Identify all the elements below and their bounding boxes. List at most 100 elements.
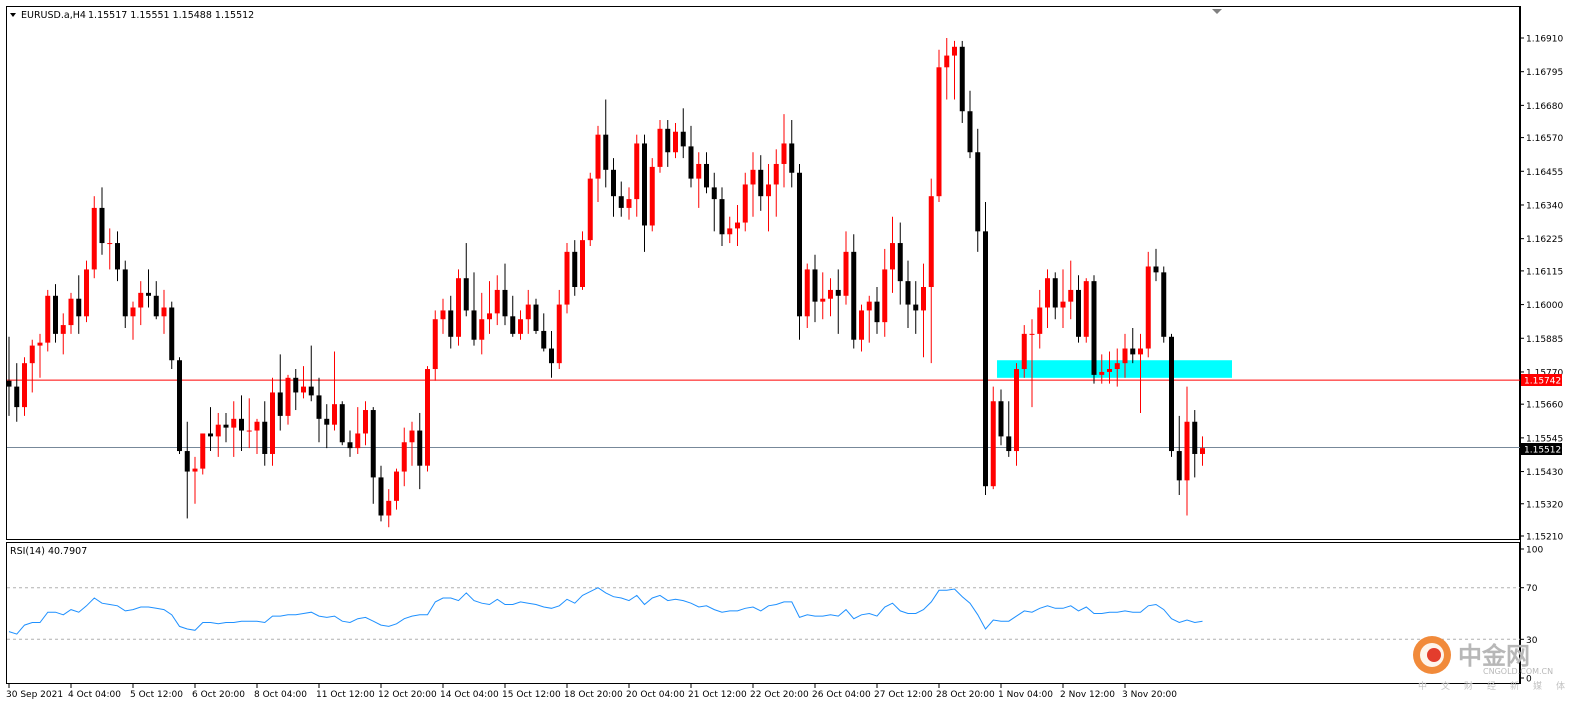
candle[interactable] [432, 310, 438, 381]
candle[interactable] [541, 313, 547, 352]
candle[interactable] [773, 149, 779, 217]
candle[interactable] [378, 465, 384, 522]
candle[interactable] [494, 275, 500, 326]
candle[interactable] [184, 421, 190, 519]
candle[interactable] [1192, 410, 1198, 478]
candle[interactable] [510, 295, 516, 337]
candle[interactable] [533, 298, 539, 334]
candle[interactable] [200, 433, 206, 475]
candle[interactable] [595, 125, 601, 203]
candle[interactable] [1200, 436, 1205, 466]
candle[interactable] [642, 134, 647, 252]
candle[interactable] [611, 158, 616, 217]
candle[interactable] [316, 377, 322, 443]
candle[interactable] [828, 278, 833, 317]
candle[interactable] [1076, 275, 1081, 343]
candle[interactable] [688, 125, 694, 188]
candle[interactable] [479, 292, 485, 355]
candle[interactable] [308, 345, 314, 402]
candle[interactable] [1037, 289, 1043, 349]
candle[interactable] [928, 178, 934, 364]
candle[interactable] [1169, 333, 1174, 457]
candle[interactable] [386, 489, 392, 528]
candle[interactable] [22, 357, 27, 416]
candle[interactable] [742, 172, 748, 232]
candle[interactable] [262, 401, 268, 466]
candle[interactable] [626, 187, 632, 220]
candle[interactable] [471, 272, 477, 346]
candle[interactable] [355, 407, 361, 454]
candle[interactable] [890, 216, 895, 293]
candle[interactable] [1184, 386, 1190, 516]
candle[interactable] [882, 248, 888, 337]
candle[interactable] [440, 298, 446, 334]
candle[interactable] [866, 295, 872, 343]
candle[interactable] [246, 398, 252, 449]
candle[interactable] [549, 330, 554, 378]
candle[interactable] [409, 421, 415, 466]
candle[interactable] [417, 412, 423, 490]
candle[interactable] [797, 163, 802, 340]
candle[interactable] [1176, 415, 1182, 495]
candle[interactable] [634, 134, 640, 217]
candle[interactable] [29, 339, 35, 393]
candle[interactable] [727, 216, 733, 244]
candle[interactable] [603, 99, 609, 188]
chart-shift-marker-icon[interactable] [1212, 9, 1222, 14]
candle[interactable] [6, 336, 12, 416]
candle[interactable] [270, 377, 275, 466]
candle[interactable] [990, 386, 996, 490]
candle[interactable] [130, 301, 136, 340]
rsi-panel[interactable] [6, 542, 1520, 684]
candle[interactable] [76, 275, 82, 334]
candle[interactable] [339, 401, 345, 446]
candle[interactable] [649, 158, 655, 232]
candle[interactable] [1091, 275, 1097, 384]
candle[interactable] [122, 260, 128, 329]
candle[interactable] [556, 289, 562, 370]
candle[interactable] [905, 260, 911, 329]
candle[interactable] [347, 430, 353, 457]
candle[interactable] [812, 254, 818, 323]
candle[interactable] [525, 289, 531, 334]
candle[interactable] [1045, 269, 1050, 329]
candle[interactable] [657, 120, 663, 173]
candle[interactable] [99, 187, 105, 255]
candle[interactable] [766, 163, 771, 232]
candle[interactable] [254, 418, 260, 454]
candle[interactable] [680, 108, 686, 159]
candle[interactable] [91, 196, 97, 279]
candle[interactable] [1138, 333, 1143, 413]
candle[interactable] [921, 263, 926, 358]
candle[interactable] [487, 281, 492, 334]
candle[interactable] [1014, 363, 1019, 466]
candle[interactable] [1083, 278, 1089, 343]
candle[interactable] [711, 172, 717, 232]
candle[interactable] [913, 281, 919, 334]
candle[interactable] [789, 120, 795, 188]
candle[interactable] [138, 281, 144, 326]
candle[interactable] [456, 269, 461, 346]
candle[interactable] [401, 427, 407, 487]
candle[interactable] [750, 152, 756, 217]
candle[interactable] [301, 366, 306, 399]
candle[interactable] [277, 354, 283, 431]
candle[interactable] [231, 401, 237, 457]
candle[interactable] [448, 295, 454, 349]
symbol-dropdown-icon[interactable] [10, 13, 16, 17]
candle[interactable] [1153, 248, 1159, 282]
candle[interactable] [719, 187, 725, 246]
candle[interactable] [936, 49, 942, 203]
candle[interactable] [673, 122, 678, 159]
candle[interactable] [1099, 354, 1105, 384]
candle[interactable] [324, 404, 330, 449]
candle[interactable] [169, 301, 175, 370]
candle[interactable] [587, 172, 593, 246]
candle[interactable] [1122, 333, 1128, 378]
candle[interactable] [580, 231, 585, 290]
candle[interactable] [208, 407, 213, 452]
candle[interactable] [37, 333, 43, 378]
candle[interactable] [959, 40, 965, 123]
candle[interactable] [1052, 272, 1058, 320]
candle[interactable] [146, 269, 151, 308]
